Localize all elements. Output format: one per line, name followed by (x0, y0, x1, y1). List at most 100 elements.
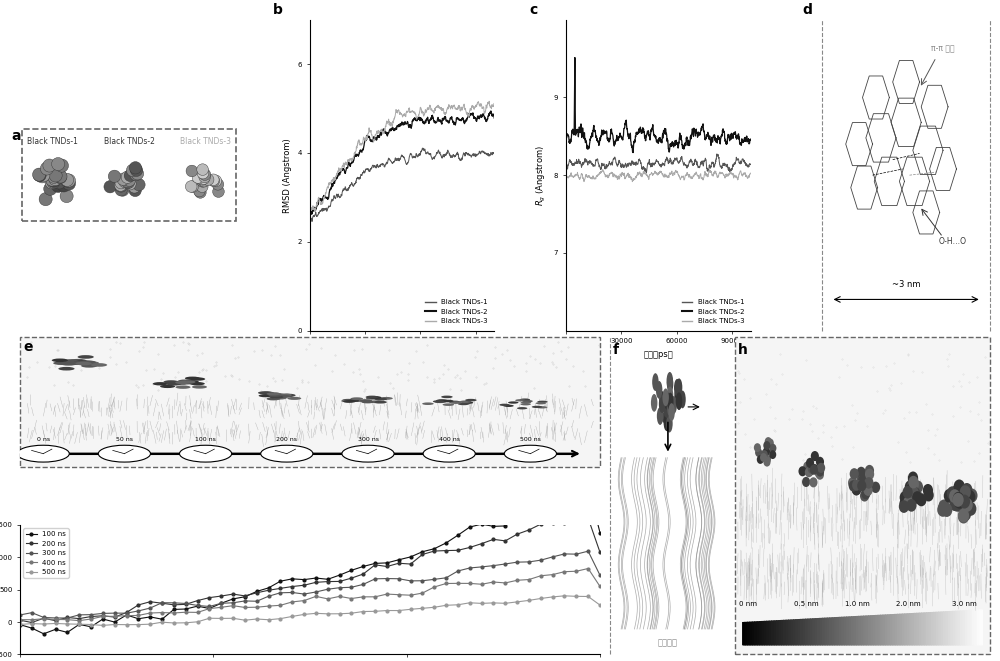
Polygon shape (769, 621, 772, 645)
Circle shape (58, 367, 75, 371)
300 ns (26, 609, 38, 617)
400 ns (215, 603, 227, 611)
Bar (22, 129, 236, 221)
Polygon shape (948, 611, 951, 645)
300 ns (73, 611, 85, 619)
Circle shape (258, 391, 272, 395)
100 ns (369, 559, 381, 567)
Polygon shape (888, 615, 890, 645)
Circle shape (53, 176, 66, 189)
400 ns (192, 608, 204, 616)
100 ns (594, 529, 606, 537)
100 ns (263, 584, 275, 592)
Text: ~3 nm: ~3 nm (892, 280, 920, 289)
300 ns (97, 609, 109, 617)
100 ns (440, 539, 452, 547)
Circle shape (360, 399, 372, 403)
Circle shape (670, 396, 677, 414)
300 ns (334, 584, 346, 592)
Circle shape (57, 179, 70, 192)
200 ns (97, 612, 109, 620)
Polygon shape (876, 615, 878, 645)
500 ns (50, 619, 62, 627)
Circle shape (124, 169, 137, 182)
Circle shape (443, 403, 454, 406)
Circle shape (54, 171, 67, 184)
200 ns (227, 590, 239, 598)
300 ns (61, 614, 73, 622)
400 ns (61, 615, 73, 623)
500 ns (263, 616, 275, 624)
Circle shape (178, 379, 193, 383)
100 ns (156, 615, 168, 623)
Circle shape (944, 489, 955, 503)
Circle shape (197, 167, 209, 179)
Circle shape (450, 401, 462, 404)
Circle shape (273, 397, 287, 399)
200 ns (547, 519, 559, 527)
Circle shape (175, 385, 191, 389)
Circle shape (852, 479, 861, 490)
100 ns (499, 522, 511, 530)
Circle shape (163, 380, 179, 383)
Circle shape (73, 362, 89, 365)
Circle shape (865, 469, 874, 480)
500 ns (26, 619, 38, 627)
500 ns (180, 619, 192, 627)
Circle shape (676, 378, 682, 396)
Circle shape (850, 468, 859, 480)
Circle shape (664, 400, 670, 418)
300 ns (369, 575, 381, 583)
Circle shape (951, 498, 963, 512)
Circle shape (908, 479, 919, 492)
Polygon shape (835, 617, 837, 645)
500 ns (440, 602, 452, 609)
400 ns (14, 615, 26, 623)
400 ns (594, 582, 606, 590)
Circle shape (199, 169, 211, 180)
Circle shape (667, 387, 673, 405)
Line: 200 ns: 200 ns (19, 517, 601, 624)
100 ns (192, 602, 204, 610)
500 ns (38, 620, 50, 628)
100 ns (239, 593, 251, 601)
Circle shape (965, 502, 976, 516)
Circle shape (848, 477, 857, 488)
Polygon shape (929, 613, 932, 645)
Circle shape (817, 463, 825, 473)
Polygon shape (806, 619, 808, 645)
Polygon shape (811, 619, 813, 645)
Polygon shape (777, 621, 779, 645)
Text: 50 ns: 50 ns (116, 437, 133, 442)
100 ns (26, 624, 38, 632)
400 ns (535, 572, 547, 580)
100 ns (487, 522, 499, 530)
100 ns (428, 545, 440, 553)
300 ns (121, 609, 133, 617)
Circle shape (858, 475, 867, 486)
Text: 0 nm: 0 nm (739, 601, 757, 607)
Circle shape (668, 403, 675, 421)
Text: 400 ns: 400 ns (439, 437, 460, 442)
Polygon shape (873, 615, 876, 645)
100 ns (405, 553, 417, 561)
Circle shape (903, 496, 913, 508)
Circle shape (115, 176, 127, 189)
Circle shape (763, 447, 770, 456)
200 ns (192, 597, 204, 605)
500 ns (298, 611, 310, 619)
300 ns (357, 580, 369, 588)
100 ns (357, 563, 369, 570)
Polygon shape (915, 613, 917, 645)
Circle shape (508, 401, 519, 404)
100 ns (416, 548, 428, 556)
Circle shape (179, 381, 194, 385)
Line: 300 ns: 300 ns (19, 550, 601, 619)
500 ns (405, 605, 417, 613)
Circle shape (53, 196, 66, 209)
Circle shape (70, 359, 86, 362)
Circle shape (80, 360, 96, 364)
Circle shape (537, 406, 547, 408)
100 ns (50, 625, 62, 633)
200 ns (357, 570, 369, 578)
